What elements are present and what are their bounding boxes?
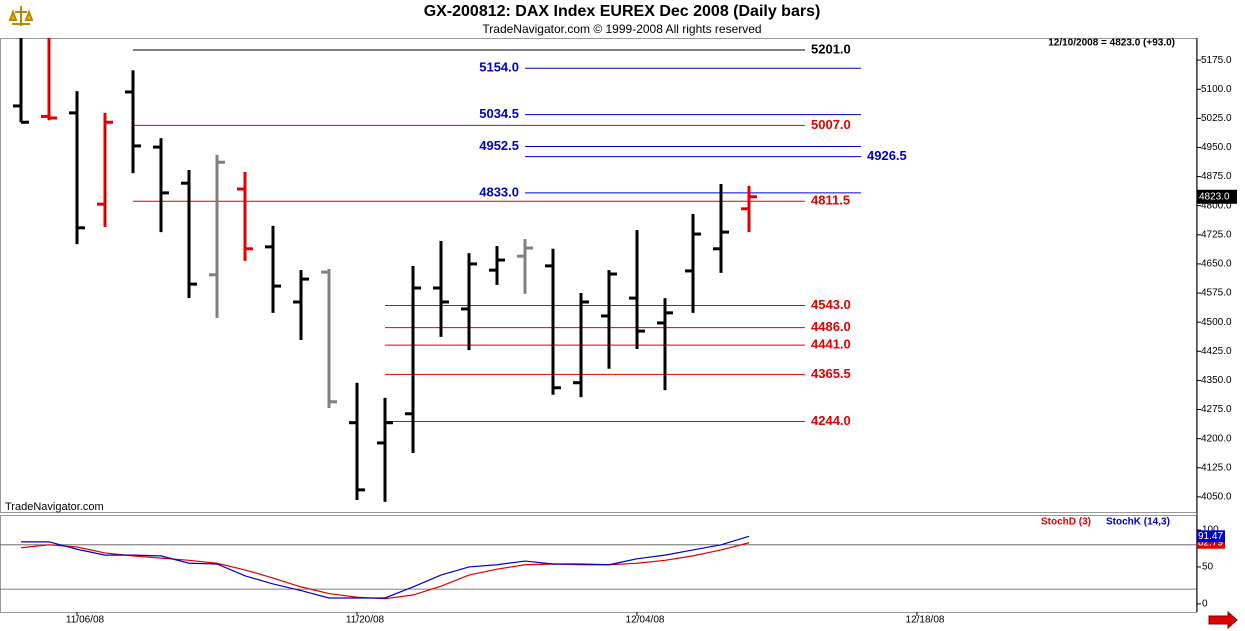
legend-entry: StochD (3) xyxy=(1041,517,1091,528)
y-tick-label: 5025.0 xyxy=(1201,113,1232,124)
y-tick-label: 4050.0 xyxy=(1201,492,1232,503)
level-label: 4441.0 xyxy=(811,337,851,352)
y-tick-label: 4500.0 xyxy=(1201,317,1232,328)
y-tick-label: 4950.0 xyxy=(1201,142,1232,153)
level-label: 4926.5 xyxy=(867,148,907,163)
y-tick-label: 4200.0 xyxy=(1201,433,1232,444)
level-label: 5007.0 xyxy=(811,117,851,132)
y-tick-label: 4350.0 xyxy=(1201,375,1232,386)
indicator-line xyxy=(20,542,750,600)
y-tick-label: 100 xyxy=(1202,525,1219,536)
y-tick-label: 4800.0 xyxy=(1201,200,1232,211)
y-tick-label: 4875.0 xyxy=(1201,171,1232,182)
y-tick-label: 5100.0 xyxy=(1201,84,1232,95)
level-label: 5154.0 xyxy=(479,60,519,75)
level-label: 4365.5 xyxy=(811,366,851,381)
chart-subtitle: TradeNavigator.com © 1999-2008 All right… xyxy=(482,22,761,36)
chart-title: GX-200812: DAX Index EUREX Dec 2008 (Dai… xyxy=(424,3,821,20)
last-value-label: 82.79 xyxy=(1198,537,1223,548)
level-label: 4543.0 xyxy=(811,297,851,312)
y-tick-label: 4125.0 xyxy=(1201,462,1232,473)
y-tick-label: 0 xyxy=(1202,599,1208,610)
level-label: 5201.0 xyxy=(811,41,851,56)
level-label: 4952.5 xyxy=(479,138,519,153)
x-tick-label: 12/04/08 xyxy=(626,615,665,626)
last-price-label: 4823.0 xyxy=(1199,191,1230,202)
y-tick-label: 50 xyxy=(1202,562,1214,573)
y-tick-label: 4275.0 xyxy=(1201,404,1232,415)
level-label: 4244.0 xyxy=(811,413,851,428)
info: 12/10/2008 = 4823.0 (+93.0) xyxy=(1048,38,1175,49)
x-tick-label: 11/20/08 xyxy=(346,615,385,626)
level-label: 5034.5 xyxy=(479,106,519,121)
legend-entry: StochK (14,3) xyxy=(1106,517,1170,528)
last-price-box xyxy=(1197,189,1237,204)
last-value-label: 91.47 xyxy=(1198,531,1223,542)
x-tick-label: 12/18/08 xyxy=(906,615,945,626)
watermark: TradeNavigator.com xyxy=(5,501,104,513)
level-label: 4486.0 xyxy=(811,319,851,334)
logo xyxy=(6,4,36,30)
y-tick-label: 5175.0 xyxy=(1201,55,1232,66)
y-tick-label: 4725.0 xyxy=(1201,229,1232,240)
y-tick-label: 4425.0 xyxy=(1201,346,1232,357)
scroll-arrow[interactable] xyxy=(1208,610,1238,630)
x-tick-label: 11/06/08 xyxy=(66,615,105,626)
level-label: 4811.5 xyxy=(811,193,850,208)
y-tick-label: 4575.0 xyxy=(1201,288,1232,299)
indicator-line xyxy=(21,535,750,599)
level-label: 4833.0 xyxy=(479,184,519,199)
last-value-box xyxy=(1197,530,1225,543)
y-tick-label: 4650.0 xyxy=(1201,259,1232,270)
